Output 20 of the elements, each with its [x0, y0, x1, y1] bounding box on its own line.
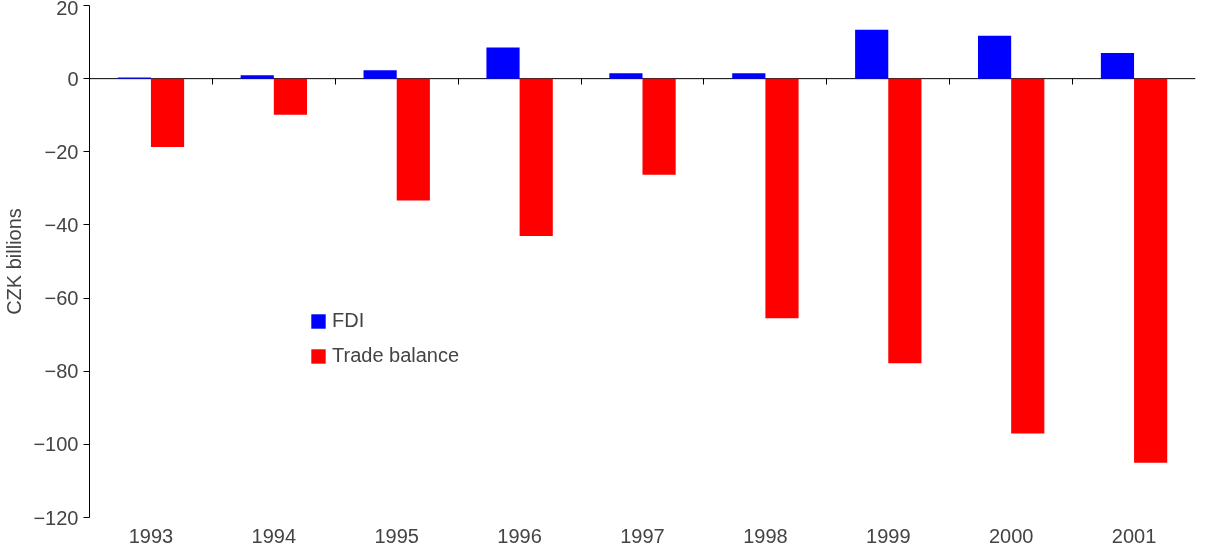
y-tick-label: −60: [44, 287, 79, 310]
x-tick-label: 1994: [251, 524, 297, 547]
y-tick-label: 0: [67, 67, 79, 90]
y-axis-title: CZK billions: [3, 208, 26, 315]
y-tick-label: 20: [56, 0, 79, 19]
y-tick-label: −20: [44, 140, 79, 163]
y-tick-label: −80: [44, 360, 79, 383]
y-tick-label: −100: [33, 433, 79, 456]
x-tick-label: 1998: [743, 524, 788, 547]
legend-label: FDI: [332, 309, 365, 332]
y-tick-label: −120: [33, 506, 79, 529]
y-tick-label: −40: [44, 213, 79, 236]
x-tick-label: 1995: [374, 524, 419, 547]
x-tick-label: 2000: [988, 524, 1034, 547]
x-tick-label: 1997: [620, 524, 665, 547]
x-tick-label: 1996: [497, 524, 542, 547]
x-tick-label: 1999: [866, 524, 911, 547]
legend-label: Trade balance: [332, 344, 460, 367]
x-tick-label: 1993: [128, 524, 174, 547]
x-tick-label: 2001: [1111, 524, 1157, 547]
